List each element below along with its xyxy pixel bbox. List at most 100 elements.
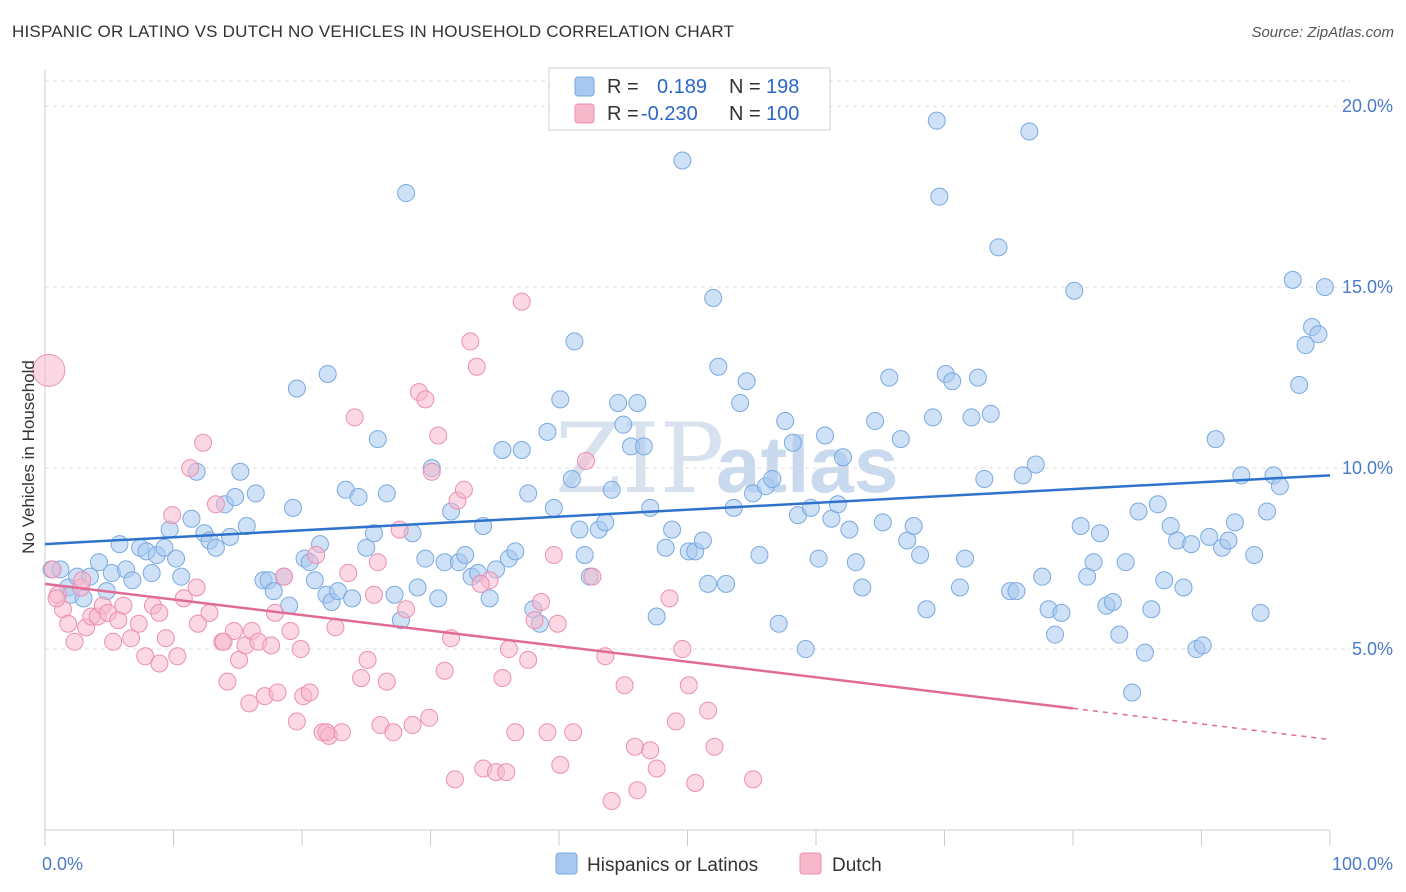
- hispanic-point: [1065, 281, 1084, 300]
- dutch-point: [422, 462, 441, 481]
- hispanic-point: [305, 571, 324, 590]
- hispanic-point: [1258, 502, 1277, 521]
- dutch-point: [332, 723, 351, 742]
- hispanic-point: [656, 538, 675, 557]
- dutch-point: [679, 676, 698, 695]
- hispanic-point: [956, 549, 975, 568]
- bottom-legend-swatch-hispanics: [555, 852, 578, 875]
- dutch-point: [641, 741, 660, 760]
- dutch-point: [168, 647, 187, 666]
- dutch-point: [461, 332, 480, 351]
- hispanic-point: [1123, 683, 1142, 702]
- hispanic-point: [1116, 553, 1135, 572]
- hispanic-point: [89, 553, 108, 572]
- hispanic-point: [328, 582, 347, 601]
- hispanic-point: [562, 469, 581, 488]
- hispanic-point: [357, 538, 376, 557]
- dutch-point: [194, 433, 213, 452]
- hispanic-point: [1090, 524, 1109, 543]
- dutch-point: [218, 672, 237, 691]
- bottom-legend-hispanics: Hispanics or Latinos: [587, 855, 758, 876]
- hispanic-point: [943, 372, 962, 391]
- series-hispanics-points: [42, 100, 1334, 702]
- dutch-point: [163, 506, 182, 525]
- hispanic-point: [911, 545, 930, 564]
- dutch-point: [206, 495, 225, 514]
- legend: R = 0.189 N = 198 R = -0.230 N = 100: [548, 67, 831, 131]
- hispanic-point: [602, 480, 621, 499]
- y-tick-label-1: 10.0%: [1342, 458, 1393, 478]
- y-tick-label-0: 5.0%: [1352, 639, 1393, 659]
- hispanic-point: [647, 607, 666, 626]
- hispanic-point: [506, 542, 525, 561]
- hispanic-point: [226, 488, 245, 507]
- hispanic-point: [284, 498, 303, 517]
- hispanic-point: [1251, 603, 1270, 622]
- dutch-point: [352, 669, 371, 687]
- axes: [44, 70, 1331, 846]
- hispanic-point: [873, 513, 892, 532]
- hispanic-point: [673, 151, 692, 170]
- dutch-point: [602, 792, 621, 811]
- x-tick-label-0: 0.0%: [42, 854, 83, 874]
- legend-n-label: N =: [729, 76, 761, 98]
- hispanic-point: [1309, 325, 1328, 344]
- dutch-point: [174, 589, 193, 608]
- hispanic-point: [1103, 593, 1122, 611]
- dutch-point: [686, 773, 705, 792]
- hispanic-point: [142, 564, 161, 583]
- dutch-point: [307, 545, 326, 564]
- hispanic-point: [480, 589, 499, 608]
- hispanic-point: [206, 538, 225, 557]
- legend-n-value-dutch: 100: [766, 103, 799, 125]
- dutch-point: [214, 632, 233, 651]
- hispanic-point: [1290, 375, 1309, 394]
- hispanic-point: [368, 430, 387, 449]
- hispanic-point: [343, 589, 362, 608]
- hispanic-point: [155, 538, 174, 557]
- hispanic-point: [796, 640, 815, 659]
- dutch-point: [345, 408, 364, 427]
- hispanic-point: [377, 484, 396, 503]
- dutch-point: [666, 712, 685, 731]
- hispanic-point: [575, 545, 594, 564]
- dutch-point: [122, 629, 141, 648]
- hispanic-point: [1174, 578, 1193, 597]
- trend-lines: [44, 474, 1331, 741]
- hispanic-point: [1155, 571, 1174, 590]
- legend-r-value-dutch: -0.230: [641, 103, 698, 125]
- dutch-point: [744, 770, 763, 789]
- hispanic-point: [246, 484, 265, 503]
- hispanic-point: [693, 531, 712, 550]
- trend-line-hispanics: [44, 474, 1331, 546]
- dutch-point: [65, 632, 84, 651]
- hispanic-point: [1084, 553, 1103, 572]
- hispanic-point: [853, 578, 872, 597]
- dutch-point: [240, 694, 259, 713]
- trend-line-dutch-extrapolated: [1072, 707, 1331, 741]
- dutch-point: [647, 759, 666, 778]
- hispanic-point: [318, 365, 337, 383]
- dutch-point: [512, 292, 531, 311]
- dutch-point: [548, 614, 567, 633]
- gridlines: [45, 80, 1350, 650]
- dutch-point: [339, 564, 358, 583]
- hispanic-point: [950, 578, 969, 597]
- hispanic-point: [538, 422, 557, 441]
- hispanic-point: [493, 441, 512, 459]
- dutch-point: [114, 596, 133, 615]
- dutch-point: [583, 567, 602, 586]
- hispanic-point: [704, 289, 723, 307]
- dutch-point: [403, 716, 422, 735]
- dutch-point: [660, 589, 679, 608]
- dutch-point: [291, 640, 310, 659]
- hispanic-point: [1033, 567, 1052, 586]
- legend-swatch-dutch: [574, 103, 595, 124]
- hispanic-point: [750, 545, 769, 564]
- hispanic-point: [975, 469, 994, 488]
- hispanic-point: [565, 332, 584, 351]
- hispanic-point: [981, 404, 1000, 423]
- dutch-point: [262, 636, 281, 655]
- hispanic-point: [833, 448, 852, 467]
- dutch-point: [377, 672, 396, 691]
